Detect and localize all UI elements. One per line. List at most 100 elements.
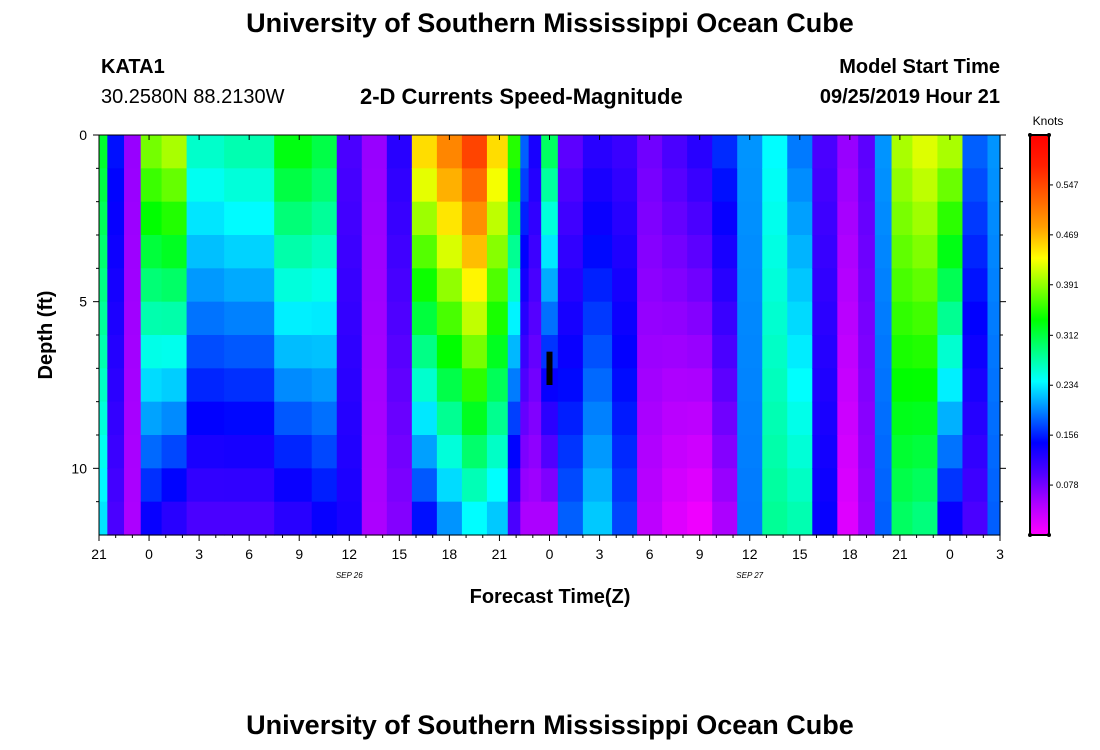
heatmap-cell (274, 168, 313, 203)
date-label: SEP 27 (736, 571, 763, 580)
heatmap-cell (107, 301, 125, 336)
heatmap-cell (224, 468, 275, 503)
heatmap-cell (520, 168, 530, 203)
heatmap-cell (837, 235, 859, 269)
heatmap-cell (891, 301, 914, 336)
colorbar-corner (1028, 533, 1032, 537)
heatmap-cell (161, 168, 188, 203)
heatmap-cell (812, 201, 838, 236)
heatmap-cell (274, 335, 313, 369)
heatmap-cell (161, 235, 188, 269)
heatmap-cell (124, 368, 142, 403)
heatmap-cell (274, 501, 313, 536)
heatmap-cell (507, 135, 521, 169)
heatmap-cell (436, 201, 463, 236)
heatmap-cell (687, 501, 713, 536)
heatmap-cell (541, 135, 559, 169)
heatmap-cell (311, 268, 338, 303)
heatmap-cell (812, 335, 838, 369)
heatmap-cell (712, 368, 738, 403)
y-axis-label: Depth (ft) (35, 291, 57, 380)
heatmap-cell (386, 268, 413, 303)
heatmap-cell (582, 435, 613, 469)
heatmap-cell (937, 401, 964, 436)
heatmap-cell (486, 335, 509, 369)
heatmap-cell (124, 168, 142, 203)
heatmap-cell (937, 168, 964, 203)
heatmap-cell (520, 235, 530, 269)
x-tick-label: 0 (145, 546, 153, 562)
heatmap-cell (520, 501, 530, 536)
heatmap-cell (161, 435, 188, 469)
heatmap-cell (962, 168, 989, 203)
heatmap-cell (507, 401, 521, 436)
heatmap-cell (662, 235, 688, 269)
heatmap-cell (528, 235, 542, 269)
heatmap-cell (436, 235, 463, 269)
heatmap-cell (99, 435, 108, 469)
heatmap-cell (99, 468, 108, 503)
heatmap-cell (987, 168, 1001, 203)
heatmap-cell (712, 135, 738, 169)
heatmap-cell (486, 435, 509, 469)
heatmap-cell (712, 401, 738, 436)
heatmap-cell (787, 435, 813, 469)
heatmap-cell (411, 268, 438, 303)
heatmap-cell (812, 135, 838, 169)
station-coordinates: 30.2580N 88.2130W (101, 86, 285, 108)
heatmap-cell (737, 168, 763, 203)
heatmap-cell (557, 335, 584, 369)
heatmap-cell (336, 268, 363, 303)
heatmap-cell (712, 268, 738, 303)
heatmap-cell (937, 468, 964, 503)
heatmap-cell (224, 401, 275, 436)
heatmap-cell (541, 501, 559, 536)
heatmap-cell (274, 468, 313, 503)
heatmap-cell (787, 368, 813, 403)
heatmap-cell (507, 435, 521, 469)
heatmap-cell (541, 401, 559, 436)
x-tick-label: 21 (892, 546, 908, 562)
heatmap-cell (224, 368, 275, 403)
heatmap-cell (507, 368, 521, 403)
heatmap-cell (186, 168, 225, 203)
heatmap-cell (874, 435, 893, 469)
heatmap-cell (962, 501, 989, 536)
heatmap-cell (637, 268, 663, 303)
heatmap-cell (737, 268, 763, 303)
heatmap-cell (361, 335, 388, 369)
heatmap-cell (461, 201, 488, 236)
heatmap-cell (361, 501, 388, 536)
heatmap-cell (962, 368, 989, 403)
heatmap-cell (436, 435, 463, 469)
heatmap-cell (937, 501, 964, 536)
heatmap-cell (987, 335, 1001, 369)
x-tick-label: 6 (646, 546, 654, 562)
heatmap-cell (336, 335, 363, 369)
heatmap-cell (274, 401, 313, 436)
heatmap-cell (224, 268, 275, 303)
heatmap-cell (858, 501, 876, 536)
heatmap-cell (461, 235, 488, 269)
heatmap-cell (712, 168, 738, 203)
heatmap-cell (274, 268, 313, 303)
heatmap-cell (962, 268, 989, 303)
heatmap-cell (687, 401, 713, 436)
heatmap-cell (99, 401, 108, 436)
heatmap-cell (386, 201, 413, 236)
heatmap-cell (912, 201, 939, 236)
heatmap-cell (274, 201, 313, 236)
heatmap-cell (737, 368, 763, 403)
heatmap-cell (937, 235, 964, 269)
heatmap-cell (812, 468, 838, 503)
heatmap-cell (541, 235, 559, 269)
heatmap-cell (528, 401, 542, 436)
heatmap-cell (274, 235, 313, 269)
heatmap-cell (612, 301, 638, 336)
heatmap-cell (687, 301, 713, 336)
heatmap-cell (687, 235, 713, 269)
heatmap-cell (486, 468, 509, 503)
heatmap-cell (124, 268, 142, 303)
heatmap-cell (858, 201, 876, 236)
heatmap-cell (311, 501, 338, 536)
